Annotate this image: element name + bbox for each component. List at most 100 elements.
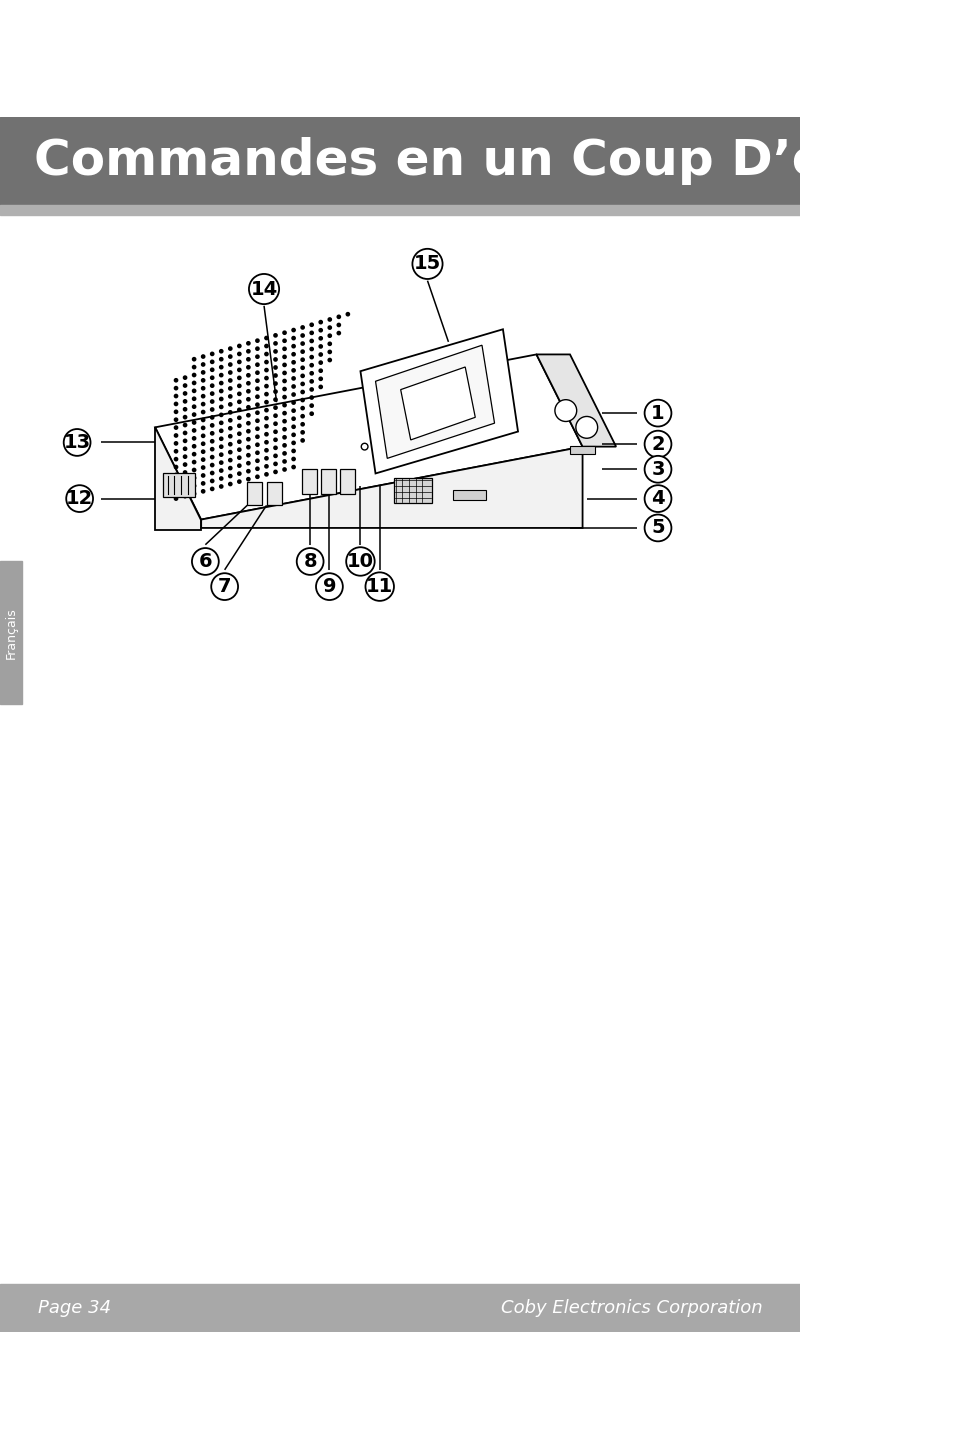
Text: 2: 2 <box>651 435 664 454</box>
Text: 8: 8 <box>303 552 316 571</box>
Circle shape <box>192 413 196 417</box>
Circle shape <box>282 394 287 400</box>
Circle shape <box>249 274 279 304</box>
Circle shape <box>361 443 368 451</box>
Circle shape <box>644 485 671 511</box>
Circle shape <box>173 488 178 493</box>
Circle shape <box>291 336 295 341</box>
Circle shape <box>200 362 205 367</box>
Circle shape <box>264 352 269 356</box>
Circle shape <box>210 455 214 459</box>
Bar <box>0 1284 799 1332</box>
Circle shape <box>291 327 295 332</box>
Circle shape <box>236 455 241 459</box>
Circle shape <box>309 371 314 375</box>
Circle shape <box>183 478 187 483</box>
Circle shape <box>192 491 196 496</box>
Circle shape <box>183 391 187 396</box>
Circle shape <box>318 343 323 349</box>
Circle shape <box>318 327 323 333</box>
Circle shape <box>264 375 269 381</box>
Circle shape <box>218 461 223 465</box>
Circle shape <box>282 330 287 335</box>
Circle shape <box>183 407 187 412</box>
Circle shape <box>300 414 305 419</box>
Circle shape <box>246 438 251 442</box>
Circle shape <box>200 417 205 422</box>
Circle shape <box>264 416 269 420</box>
Circle shape <box>228 426 233 430</box>
Circle shape <box>336 314 341 319</box>
Circle shape <box>173 449 178 454</box>
Circle shape <box>200 354 205 359</box>
Circle shape <box>254 442 259 448</box>
Circle shape <box>228 362 233 367</box>
Circle shape <box>228 474 233 478</box>
Circle shape <box>210 352 214 356</box>
Bar <box>301 469 316 494</box>
Circle shape <box>254 378 259 383</box>
Circle shape <box>200 465 205 469</box>
Circle shape <box>192 397 196 401</box>
Circle shape <box>246 356 251 362</box>
Circle shape <box>64 429 91 456</box>
Circle shape <box>236 400 241 404</box>
Circle shape <box>228 378 233 383</box>
Circle shape <box>296 548 323 575</box>
Bar <box>569 446 595 454</box>
Circle shape <box>282 355 287 359</box>
Circle shape <box>282 339 287 343</box>
Text: 11: 11 <box>366 577 393 596</box>
Circle shape <box>254 451 259 455</box>
Circle shape <box>291 456 295 461</box>
Circle shape <box>246 372 251 378</box>
Circle shape <box>200 426 205 430</box>
Circle shape <box>183 439 187 443</box>
Circle shape <box>282 451 287 456</box>
Circle shape <box>173 433 178 438</box>
Circle shape <box>246 365 251 369</box>
Circle shape <box>300 374 305 378</box>
Circle shape <box>228 433 233 439</box>
Circle shape <box>236 407 241 412</box>
Circle shape <box>273 422 277 426</box>
Circle shape <box>236 480 241 484</box>
Circle shape <box>318 361 323 365</box>
Circle shape <box>228 417 233 423</box>
Text: 9: 9 <box>322 577 335 596</box>
Circle shape <box>218 477 223 481</box>
Circle shape <box>192 356 196 362</box>
Circle shape <box>246 381 251 385</box>
Circle shape <box>273 349 277 354</box>
Circle shape <box>309 346 314 351</box>
Circle shape <box>200 449 205 454</box>
Bar <box>0 561 22 704</box>
Circle shape <box>254 394 259 398</box>
Circle shape <box>273 341 277 346</box>
Bar <box>321 469 335 494</box>
Circle shape <box>228 394 233 398</box>
Circle shape <box>236 464 241 468</box>
Circle shape <box>218 404 223 409</box>
Circle shape <box>300 358 305 362</box>
Circle shape <box>183 398 187 404</box>
Circle shape <box>183 423 187 427</box>
Circle shape <box>246 429 251 433</box>
Circle shape <box>254 467 259 471</box>
Circle shape <box>210 384 214 388</box>
Circle shape <box>273 469 277 474</box>
Circle shape <box>327 349 332 354</box>
Circle shape <box>300 390 305 394</box>
Circle shape <box>192 372 196 377</box>
Circle shape <box>273 397 277 401</box>
Circle shape <box>254 474 259 480</box>
Circle shape <box>246 420 251 426</box>
Circle shape <box>291 368 295 372</box>
Circle shape <box>192 436 196 440</box>
Circle shape <box>218 356 223 362</box>
Circle shape <box>200 410 205 414</box>
Circle shape <box>192 475 196 480</box>
Text: 12: 12 <box>66 490 93 509</box>
Text: Coby Electronics Corporation: Coby Electronics Corporation <box>500 1298 762 1317</box>
Circle shape <box>318 377 323 381</box>
